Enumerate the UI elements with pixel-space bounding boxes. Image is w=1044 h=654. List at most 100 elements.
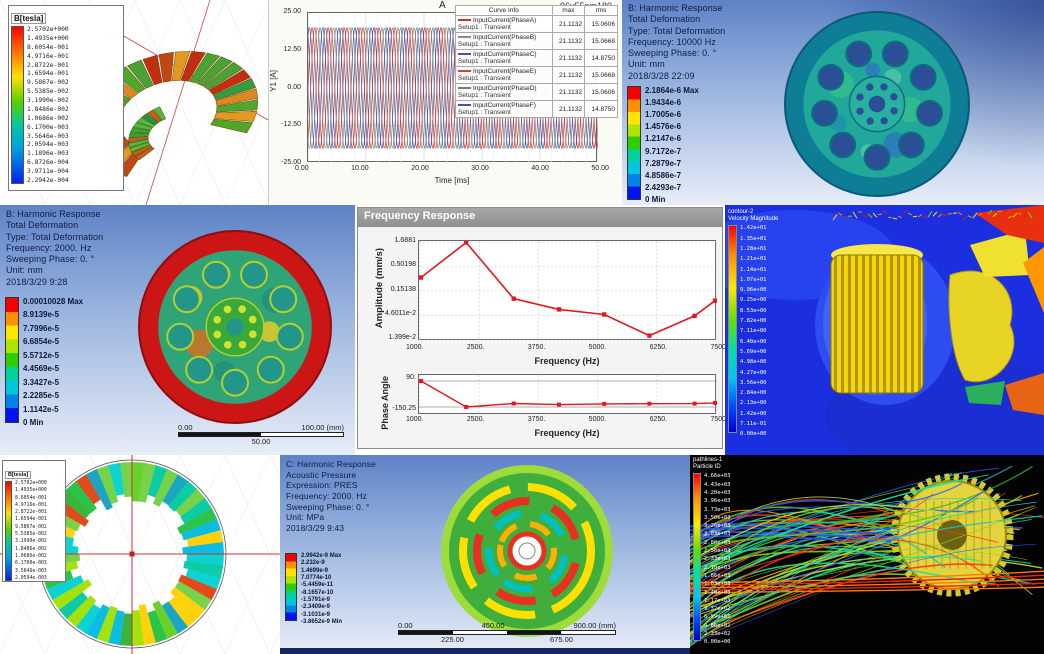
curve-max-cell: 21.1132 (551, 32, 586, 50)
tick-label: 10.00 (351, 165, 369, 172)
col-max: max (551, 5, 586, 16)
ruler-mid: 50.00 (251, 437, 271, 446)
tick-label: 3750. (527, 344, 546, 351)
tick-label: -25.00 (281, 159, 301, 166)
legend-value: 2.80e+03 (704, 539, 731, 546)
info-line: 2018/3/28 22:09 (628, 70, 695, 81)
amplitude-axis-label: Amplitude (mm/s) (374, 248, 385, 329)
ruler-label: 675.00 (550, 635, 573, 644)
curve-rms-cell: 15.0606 (584, 83, 618, 101)
legend-value: 7.7996e-5 (23, 323, 60, 333)
legend-value: 5.5712e-5 (23, 350, 60, 360)
tick-label: 2500. (466, 344, 485, 351)
ruler-label: 450.00 (481, 621, 505, 630)
legend-value: 1.7005e-6 (645, 110, 682, 120)
flux-torus-legend-body: 2.5702e+000 1.4935e+000 8.6054e-001 4.9716e… (11, 26, 121, 184)
info-line: Sweeping Phase: 0. ° (286, 501, 370, 512)
curve-info-table: Curve Info max rms InputCurrent(PhaseA) S… (455, 5, 618, 118)
legend-value: 1.4935e+000 (27, 34, 69, 42)
info-line: Sweeping Phase: 0. ° (6, 254, 95, 264)
legend-value: 1.28e+01 (740, 245, 767, 252)
legend-value: 2.9942e-9 Max (301, 553, 342, 559)
tick-label: 90. (406, 374, 416, 381)
velocity-legend-body: 1.42e+01 1.35e+01 1.28e+01 1.21e+01 1.14e+01… (728, 225, 778, 437)
legend-value: 9.7172e-7 (645, 146, 682, 156)
info-line: B: Harmonic Response (6, 209, 101, 219)
curve-row: InputCurrent(PhaseF) Setup1 : Transient 2… (455, 100, 618, 118)
tick-label: 6250. (649, 344, 668, 351)
legend-value: 4.27e+00 (740, 369, 767, 376)
legend-value: 3.3427e-5 (23, 377, 60, 387)
tick-label: -150.25 (392, 405, 416, 412)
legend-value: 7.82e+00 (740, 318, 767, 325)
legend-value: 4.66e+03 (704, 473, 731, 480)
tick-label: 0.00 (295, 165, 309, 172)
legend-value: -8.1657e-10 (301, 589, 334, 596)
deformation-legend: 2.1864e-6 Max 1.9434e-6 1.7005e-6 1.4576e-6… (627, 86, 699, 204)
legend-value: 1.1142e-5 (23, 404, 59, 414)
curve-rms-cell: 14.8750 (584, 100, 618, 118)
tick-label: 25.00 (283, 8, 301, 15)
legend-value: 2.1864e-6 Max (645, 86, 699, 95)
legend-value: -3.8652e-9 Min (301, 618, 343, 625)
flux-rotor-legend: B[tesla] 2.5702e+000 1.4935e+000 8.6054e-0… (2, 460, 66, 582)
result-info-block: B: Harmonic Response Total Deformation Typ… (6, 209, 103, 288)
ruler-label: 0.00 (398, 621, 413, 630)
legend-value: 1.6594e-001 (15, 517, 47, 523)
curve-row: InputCurrent(PhaseC) Setup1 : Transient 2… (455, 49, 618, 67)
curve-rms-cell: 15.0668 (584, 32, 618, 50)
legend-value: 2.8722e-001 (15, 510, 47, 516)
legend-value: 1.8486e-002 (15, 546, 47, 552)
legend-value: 1.35e+01 (740, 235, 767, 242)
tick-label: 50.00 (591, 165, 609, 172)
ruler-label: 225.00 (441, 635, 464, 644)
legend-value: 4.8586e-7 (645, 170, 682, 180)
deformation-legend: 0.00010028 Max 8.9139e-5 7.7996e-5 6.6854e-… (5, 297, 83, 427)
tick-label: 0.15138 (390, 285, 416, 293)
curve-rms-cell: 14.8750 (584, 49, 618, 67)
pressure-legend: 2.9942e-9 Max 2.232e-9 1.4699e-9 7.0774e-10… (285, 553, 342, 625)
info-line: Total Deformation (628, 14, 701, 25)
legend-title-line: pathlines-1 (693, 457, 723, 463)
curve-rms-cell: 15.0668 (584, 66, 618, 84)
phase-curve-graphic (419, 375, 717, 415)
flux-torus-legend-title: B[tesla] (11, 13, 47, 24)
legend-value: 2.0594e-003 (15, 575, 47, 581)
window-titlebar[interactable]: Frequency Response (358, 208, 722, 227)
deformation-legend-values: 0.00010028 Max 8.9139e-5 7.7996e-5 6.6854e-… (23, 297, 83, 427)
legend-value: 5.5385e-002 (15, 532, 47, 538)
legend-value: 2.10e+03 (704, 564, 731, 571)
curve-row: InputCurrent(PhaseA) Setup1 : Transient 2… (455, 15, 618, 33)
legend-value: 3.73e+03 (704, 506, 731, 513)
legend-value: 2.2942e-004 (27, 176, 69, 184)
info-line: C: Harmonic Response (286, 459, 376, 469)
tick-label: -12.50 (281, 121, 301, 129)
legend-value: 5.5385e-002 (27, 88, 69, 96)
legend-value: 2.56e+03 (704, 548, 731, 555)
legend-value: 0.00010028 Max (23, 297, 84, 306)
tick-label: 1.6881 (394, 237, 416, 244)
info-line: Frequency: 10000 Hz (628, 36, 716, 47)
tick-label: 5000. (588, 344, 607, 351)
panel-cfd-velocity: contour-2 Velocity Magnitude 1.42e+01 1.3… (725, 205, 1044, 455)
flux-rotor-legend-body: 2.5702e+000 1.4935e+000 8.6054e-001 4.9716e… (5, 481, 63, 581)
scale-ruler: 0.00 100.00 (mm) 50.00 (178, 423, 344, 446)
panel-frequency-response: Frequency Response Amplitude (mm/s) 1.68… (355, 205, 725, 455)
panel-current-plot: Y1 [A] 25.00 12.50 0.00 -12.50 -25.00 0.00 10… (268, 0, 622, 205)
legend-value: 9.25e+00 (740, 297, 767, 304)
legend-value: -5.4459e-11 (301, 582, 334, 589)
tick-label: 6250. (649, 416, 668, 423)
legend-value: 2.33e+03 (704, 556, 731, 563)
ruler-labels-top: 0.00 100.00 (mm) (178, 423, 344, 432)
legend-value: 3.5646e-003 (15, 568, 47, 574)
panel-flux-rotor: B[tesla] 2.5702e+000 1.4935e+000 8.6054e-0… (0, 455, 280, 654)
legend-value: 7.2879e-7 (645, 158, 682, 168)
legend-value: 6.99e+02 (704, 614, 731, 621)
streamlines-graphic (690, 465, 1044, 647)
ruler-bar (178, 432, 344, 437)
legend-value: -1.5791e-9 (301, 596, 331, 603)
legend-value: 1.9434e-6 (645, 98, 682, 108)
legend-title-line: Particle ID (693, 464, 721, 471)
curve-color-glyph (458, 53, 471, 56)
